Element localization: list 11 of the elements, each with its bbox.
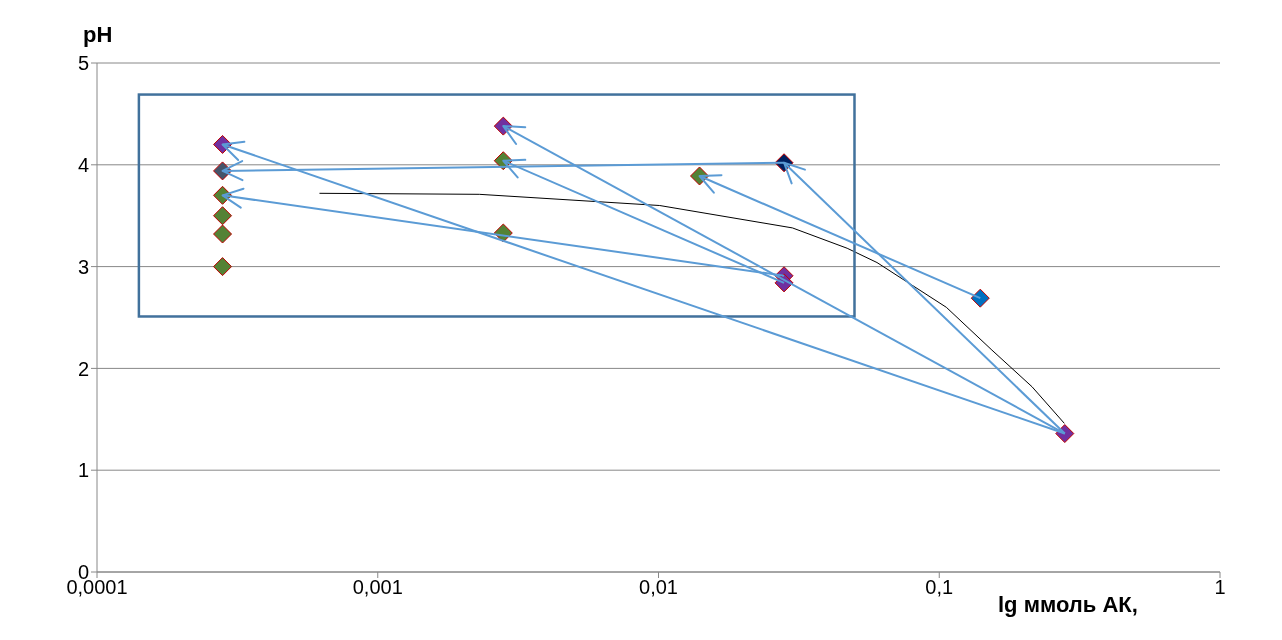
x-axis-title: lg ммоль АК, xyxy=(998,592,1138,618)
y-axis-title: pH xyxy=(83,22,113,48)
x-tick-label: 0,001 xyxy=(352,576,403,599)
x-tick-label: 0,01 xyxy=(639,576,678,599)
x-tick-label: 1 xyxy=(1214,576,1226,599)
y-tick-label: 3 xyxy=(77,255,89,278)
x-tick-label: 0,1 xyxy=(925,576,954,599)
y-tick-label: 2 xyxy=(77,357,89,380)
y-tick-label: 5 xyxy=(77,52,89,75)
y-tick-label: 1 xyxy=(77,459,89,482)
y-tick-label: 4 xyxy=(77,153,89,176)
